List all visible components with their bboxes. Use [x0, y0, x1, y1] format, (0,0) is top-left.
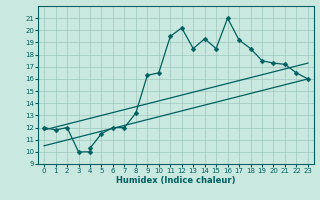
- X-axis label: Humidex (Indice chaleur): Humidex (Indice chaleur): [116, 176, 236, 185]
